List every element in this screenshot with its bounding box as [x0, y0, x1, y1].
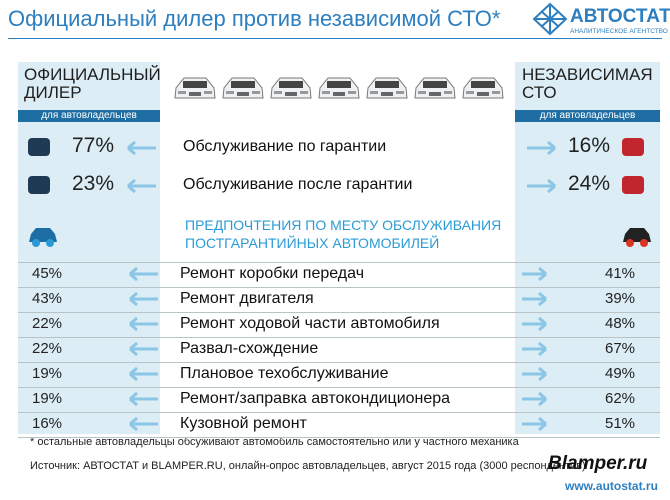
cars [174, 77, 504, 99]
warranty-icon [622, 138, 644, 156]
arrow [127, 140, 156, 156]
source: Источник: АВТОСТАТ и BLAMPER.RU, онлайн-… [30, 460, 586, 472]
dealer-share: 45% [32, 265, 63, 282]
dealer-share: 19% [32, 365, 63, 382]
dealer-share: 23% [72, 172, 115, 195]
car [174, 77, 216, 99]
dealer-panel [18, 62, 160, 434]
car-icon [29, 228, 57, 247]
row-line [18, 312, 660, 313]
arrow [522, 341, 547, 357]
car [462, 77, 504, 99]
arrow [129, 341, 158, 357]
arrow [527, 140, 556, 156]
service-label: Ремонт/заправка автокондиционера [180, 390, 451, 407]
logo: АВТОСТАТ [570, 6, 670, 27]
footnote: * остальные автовладельцы обсуживают авт… [30, 436, 519, 448]
independent-heading: НЕЗАВИСИМАЯ СТО [522, 65, 653, 102]
car [270, 77, 312, 99]
car-icon [623, 228, 651, 247]
rule [8, 38, 662, 39]
service-label: Ремонт ходовой части автомобиля [180, 315, 440, 332]
sublabel: для автовладельцев [515, 110, 660, 122]
row-line [18, 387, 660, 388]
car [222, 77, 264, 99]
service-label: Плановое техобслуживание [180, 365, 389, 382]
row-line [18, 412, 660, 413]
warranty-icon [622, 176, 644, 194]
independent-share: 48% [605, 315, 636, 332]
service-label: Ремонт двигателя [180, 290, 314, 307]
logo-icon [532, 2, 568, 36]
independent-share: 16% [568, 134, 611, 157]
row-line [18, 437, 660, 438]
service-label: Ремонт коробки передач [180, 265, 365, 282]
independent-share: 39% [605, 290, 636, 307]
arrow [129, 291, 158, 307]
title: Официальный дилер против независимой СТО… [8, 6, 501, 31]
dealer-share: 77% [72, 134, 115, 157]
service-label: Развал-схождение [180, 340, 319, 357]
dealer-share: 43% [32, 290, 63, 307]
dealer-share: 19% [32, 390, 63, 407]
arrow [129, 316, 158, 332]
car [366, 77, 408, 99]
dealer-share: 22% [32, 315, 63, 332]
dealer-share: 22% [32, 340, 63, 357]
section-title: ПРЕДПОЧТЕНИЯ ПО МЕСТУ ОБСЛУЖИВАНИЯ ПОСТГ… [185, 217, 502, 251]
dealer-share: 16% [32, 415, 63, 432]
warranty-icon [28, 176, 50, 194]
independent-share: 49% [605, 365, 636, 382]
car [414, 77, 456, 99]
arrow [522, 391, 547, 407]
independent-panel [515, 62, 660, 434]
warranty-icon [28, 138, 50, 156]
url: www.autostat.ru [565, 479, 658, 493]
car [318, 77, 360, 99]
logo-subtitle: АНАЛИТИЧЕСКОЕ АГЕНТСТВО [570, 28, 668, 35]
dealer-heading: ОФИЦИАЛЬНЫЙ ДИЛЕР [24, 65, 161, 102]
arrow [522, 316, 547, 332]
arrow [129, 391, 158, 407]
arrow [522, 291, 547, 307]
arrow [129, 366, 158, 382]
arrow [129, 416, 158, 432]
service-label: Обслуживание после гарантии [183, 176, 413, 193]
arrow [522, 416, 547, 432]
service-label: Кузовной ремонт [180, 415, 307, 432]
service-label: Обслуживание по гарантии [183, 138, 387, 155]
independent-share: 41% [605, 265, 636, 282]
arrow [129, 266, 158, 282]
independent-share: 51% [605, 415, 636, 432]
row-line [18, 337, 660, 338]
arrow [527, 178, 556, 194]
row-line [18, 362, 660, 363]
row-line [18, 287, 660, 288]
arrow [522, 366, 547, 382]
arrow [127, 178, 156, 194]
independent-share: 24% [568, 172, 611, 195]
arrow [522, 266, 547, 282]
sublabel: для автовладельцев [18, 110, 160, 122]
independent-share: 62% [605, 390, 636, 407]
row-line [18, 262, 660, 263]
brand: Blamper.ru [548, 453, 648, 474]
independent-share: 67% [605, 340, 636, 357]
